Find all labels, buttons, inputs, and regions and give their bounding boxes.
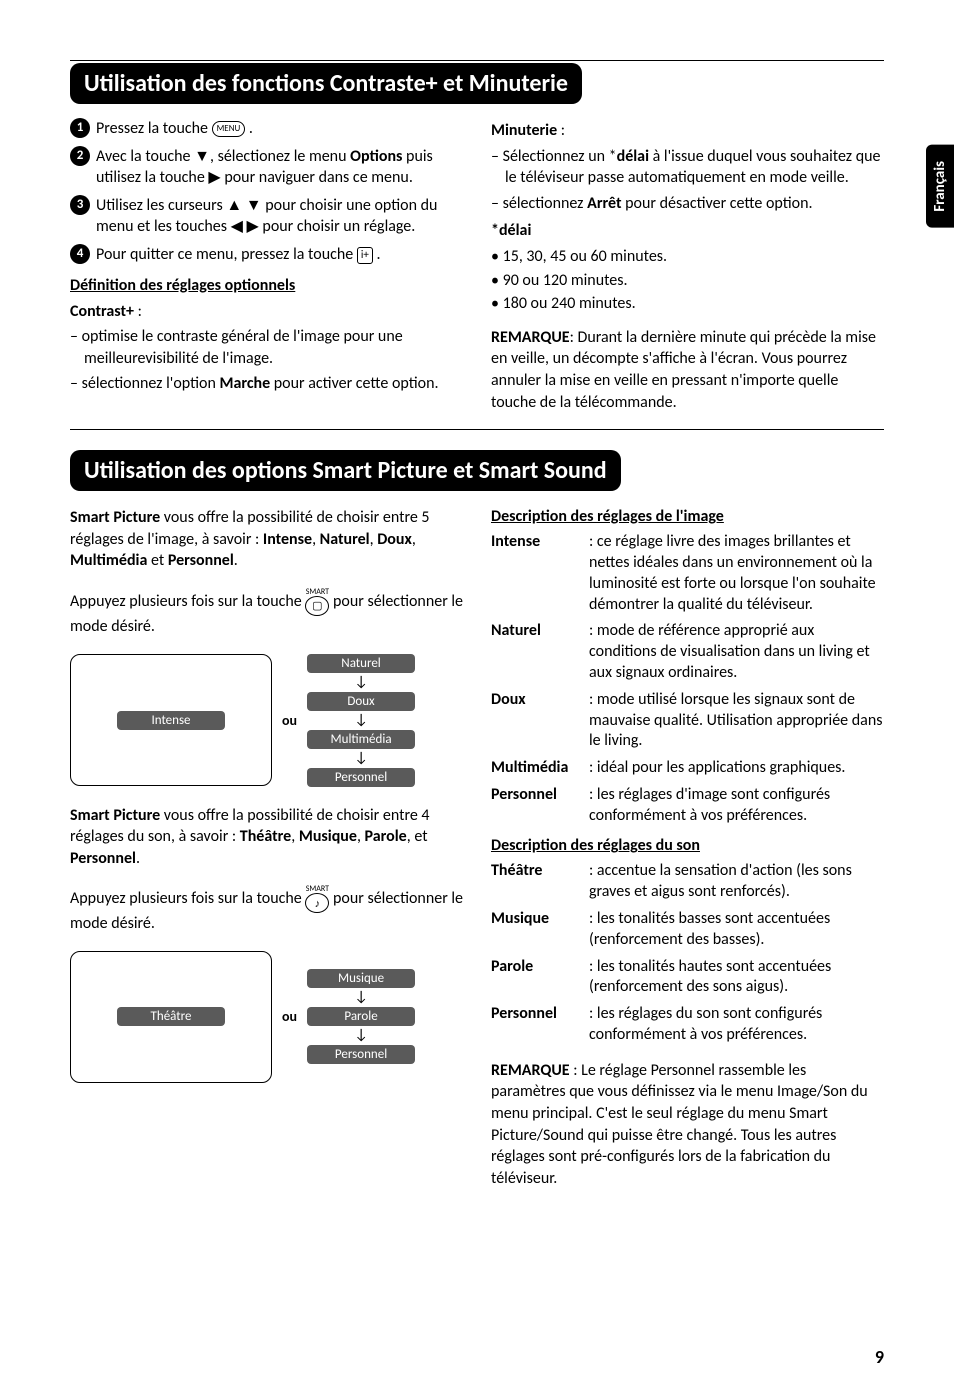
ss-intro: Smart Picture vous offre la possibilité … — [70, 805, 463, 870]
remarque-1: REMARQUE: Durant la dernière minute qui … — [491, 327, 884, 413]
contrast-item-1: optimise le contraste général de l'image… — [70, 326, 463, 369]
step-num-1: 1 — [70, 118, 90, 138]
delai-3: 180 ou 240 minutes. — [491, 293, 884, 315]
step-num-4: 4 — [70, 244, 90, 264]
picture-preview: Intense ou Naturel ↓ Doux ↓ Multimédia ↓… — [70, 654, 463, 787]
pill-multimedia: Multimédia — [307, 730, 415, 749]
img-defs: Intense: ce réglage livre des images bri… — [491, 532, 884, 826]
section2-left: Smart Picture vous offre la possibilité … — [70, 505, 463, 1205]
section1-body: 1 Pressez la touche MENU . 2 Avec la tou… — [70, 118, 884, 429]
menu-icon: MENU — [212, 121, 246, 137]
pill-personnel-img: Personnel — [307, 768, 415, 787]
minuterie-head: Minuterie — [491, 121, 557, 140]
ou-2: ou — [282, 1008, 297, 1025]
picture-pill-col: Naturel ↓ Doux ↓ Multimédia ↓ Personnel — [307, 654, 415, 787]
sound-preview: Théâtre ou Musique ↓ Parole ↓ Personnel — [70, 951, 463, 1083]
ou-1: ou — [282, 712, 297, 729]
delai-2: 90 ou 120 minutes. — [491, 270, 884, 292]
delai-list: 15, 30, 45 ou 60 minutes. 90 ou 120 minu… — [491, 246, 884, 315]
pill-doux: Doux — [307, 692, 415, 711]
pill-naturel: Naturel — [307, 654, 415, 673]
language-tab: Français — [926, 145, 954, 228]
pill-theatre: Théâtre — [117, 1007, 225, 1026]
arrow-down-icon: ↓ — [354, 713, 368, 728]
remarque-2: REMARQUE : Le réglage Personnel rassembl… — [491, 1060, 884, 1190]
pill-parole: Parole — [307, 1007, 415, 1026]
delai-head: *délai — [491, 221, 531, 240]
contrast-list: optimise le contraste général de l'image… — [70, 326, 463, 395]
def-reglages-head: Définition des réglages optionnels — [70, 276, 463, 295]
step-1: 1 Pressez la touche MENU . — [70, 118, 463, 140]
step3-text: Utilisez les curseurs ▲ ▼ pour choisir u… — [96, 195, 463, 238]
minuterie-list: Sélectionnez un *délai à l'issue duquel … — [491, 146, 884, 215]
arrow-down-icon: ↓ — [354, 990, 368, 1005]
arrow-down-icon: ↓ — [354, 1028, 368, 1043]
smart-picture-icon: SMART ▢ — [305, 588, 329, 616]
pill-intense: Intense — [117, 711, 225, 730]
step4-text: Pour quitter ce menu, pressez la touche — [96, 245, 353, 264]
step-num-3: 3 — [70, 195, 90, 215]
pill-personnel-son: Personnel — [307, 1045, 415, 1064]
options-bold: Options — [350, 147, 402, 166]
contrast-head: Contrast+ — [70, 302, 134, 321]
delai-1: 15, 30, 45 ou 60 minutes. — [491, 246, 884, 268]
sound-pill-col: Musique ↓ Parole ↓ Personnel — [307, 969, 415, 1064]
smart-sound-icon: SMART ♪ — [305, 885, 329, 913]
section2-right: Description des réglages de l'image Inte… — [491, 505, 884, 1205]
img-desc-head: Description des réglages de l'image — [491, 507, 884, 526]
step-num-2: 2 — [70, 146, 90, 166]
section2-body: Smart Picture vous offre la possibilité … — [70, 505, 884, 1205]
step-4: 4 Pour quitter ce menu, pressez la touch… — [70, 244, 463, 266]
minuterie-item-2: sélectionnez Arrêt pour désactiver cette… — [491, 193, 884, 215]
section1-right: Minuterie : Sélectionnez un *délai à l'i… — [491, 118, 884, 429]
son-defs: Théâtre: accentue la sensation d'action … — [491, 861, 884, 1045]
step-2: 2 Avec la touche ▼, sélectionez le menu … — [70, 146, 463, 189]
appuyez-sound: Appuyez plusieurs fois sur la touche SMA… — [70, 885, 463, 935]
step1-text: Pressez la touche — [96, 119, 208, 138]
section2-title: Utilisation des options Smart Picture et… — [70, 450, 621, 491]
section1-title: Utilisation des fonctions Contraste+ et … — [70, 63, 582, 104]
appuyez-picture: Appuyez plusieurs fois sur la touche SMA… — [70, 588, 463, 638]
arrow-down-icon: ↓ — [354, 751, 368, 766]
page-number: 9 — [875, 1346, 884, 1368]
arrow-down-icon: ↓ — [354, 675, 368, 690]
contrast-item-2: sélectionnez l'option Marche pour active… — [70, 373, 463, 395]
section1-left: 1 Pressez la touche MENU . 2 Avec la tou… — [70, 118, 463, 429]
sound-preview-box: Théâtre — [70, 951, 272, 1083]
step2-text: Avec la touche ▼, sélectionez le menu — [96, 147, 347, 166]
son-desc-head: Description des réglages du son — [491, 836, 884, 855]
pill-musique: Musique — [307, 969, 415, 988]
info-icon: i+ — [357, 247, 373, 264]
sp-intro: Smart Picture vous offre la possibilité … — [70, 507, 463, 572]
step-3: 3 Utilisez les curseurs ▲ ▼ pour choisir… — [70, 195, 463, 238]
picture-preview-box: Intense — [70, 654, 272, 786]
minuterie-item-1: Sélectionnez un *délai à l'issue duquel … — [491, 146, 884, 189]
